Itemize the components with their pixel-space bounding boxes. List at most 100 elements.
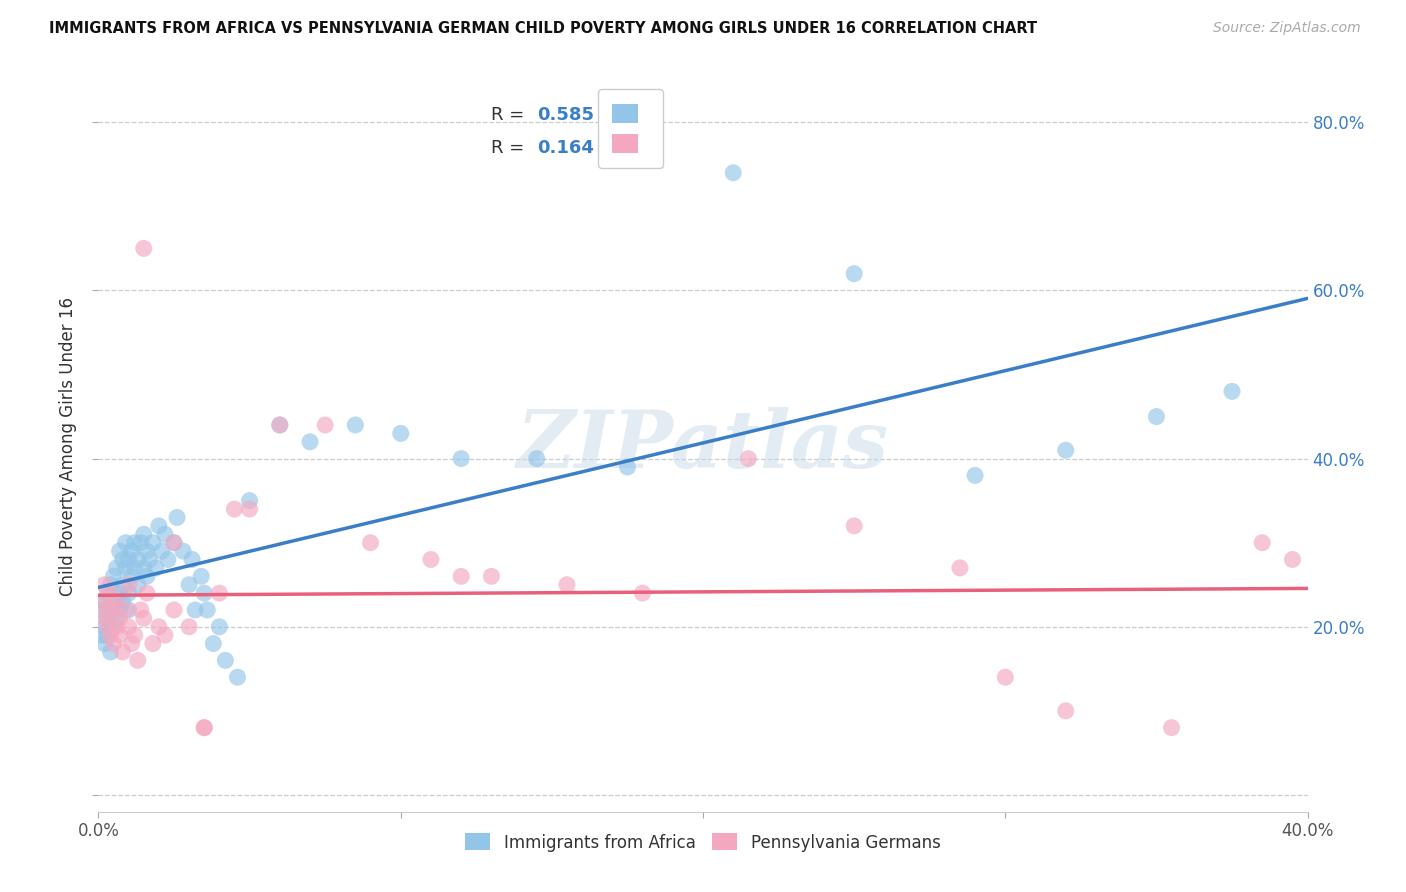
Point [103,636,125,650]
Point [139,552,162,566]
Point [105,611,128,625]
Point [965,468,987,483]
Point [631,586,654,600]
Point [100,578,122,592]
Point [118,603,141,617]
Point [172,544,194,558]
Point [108,544,131,558]
Point [118,552,141,566]
Point [1144,409,1167,424]
Point [148,620,170,634]
Point [163,535,186,549]
Point [723,166,745,180]
Point [156,552,179,566]
Point [121,544,143,558]
Point [127,552,149,566]
Text: 51: 51 [638,139,664,157]
Point [103,603,125,617]
Text: R =: R = [492,106,530,124]
Point [208,620,231,634]
Point [111,645,134,659]
Point [190,569,212,583]
Point [100,586,122,600]
Point [163,535,186,549]
Point [994,670,1017,684]
Point [96,611,118,625]
Point [100,620,122,634]
Point [844,519,866,533]
Point [360,535,382,549]
Text: Source: ZipAtlas.com: Source: ZipAtlas.com [1213,21,1361,35]
Point [142,535,165,549]
Point [166,510,188,524]
Point [108,611,131,625]
Point [127,653,149,667]
Point [108,603,131,617]
Point [179,578,201,592]
Point [202,636,225,650]
Point [118,620,141,634]
Point [124,628,146,642]
Point [420,552,443,566]
Point [135,586,157,600]
Point [96,628,118,642]
Point [93,594,115,608]
Point [135,544,157,558]
Text: ZIPatlas: ZIPatlas [517,408,889,484]
Point [1251,535,1274,549]
Point [114,603,136,617]
Point [142,636,165,650]
Point [121,636,143,650]
Point [269,417,291,432]
Point [105,594,128,608]
Point [555,578,578,592]
Point [195,603,218,617]
Y-axis label: Child Poverty Among Girls Under 16: Child Poverty Among Girls Under 16 [59,296,77,596]
Point [299,434,322,449]
Text: N =: N = [592,139,644,157]
Text: R =: R = [492,139,530,157]
Point [111,578,134,592]
Point [389,426,412,441]
Point [90,628,112,642]
Point [96,603,118,617]
Point [129,603,152,617]
Point [450,451,472,466]
Point [105,561,128,575]
Point [100,628,122,642]
Point [344,417,367,432]
Point [844,267,866,281]
Point [127,578,149,592]
Point [145,561,167,575]
Point [96,620,118,634]
Point [93,578,115,592]
Text: IMMIGRANTS FROM AFRICA VS PENNSYLVANIA GERMAN CHILD POVERTY AMONG GIRLS UNDER 16: IMMIGRANTS FROM AFRICA VS PENNSYLVANIA G… [49,21,1038,36]
Legend: Immigrants from Africa, Pennsylvania Germans: Immigrants from Africa, Pennsylvania Ger… [458,827,948,858]
Point [111,594,134,608]
Point [239,502,262,516]
Point [108,586,131,600]
Point [153,527,176,541]
Point [121,569,143,583]
Point [90,594,112,608]
Point [526,451,548,466]
Point [1281,552,1303,566]
Point [93,636,115,650]
Point [124,561,146,575]
Point [103,620,125,634]
Point [208,586,231,600]
Point [1220,384,1243,399]
Point [105,594,128,608]
Point [103,603,125,617]
Point [105,620,128,634]
Point [111,552,134,566]
Point [1160,721,1182,735]
Point [118,578,141,592]
Point [181,552,204,566]
Point [193,721,215,735]
Point [481,569,503,583]
Point [214,653,236,667]
Point [96,603,118,617]
Point [269,417,291,432]
Point [93,611,115,625]
